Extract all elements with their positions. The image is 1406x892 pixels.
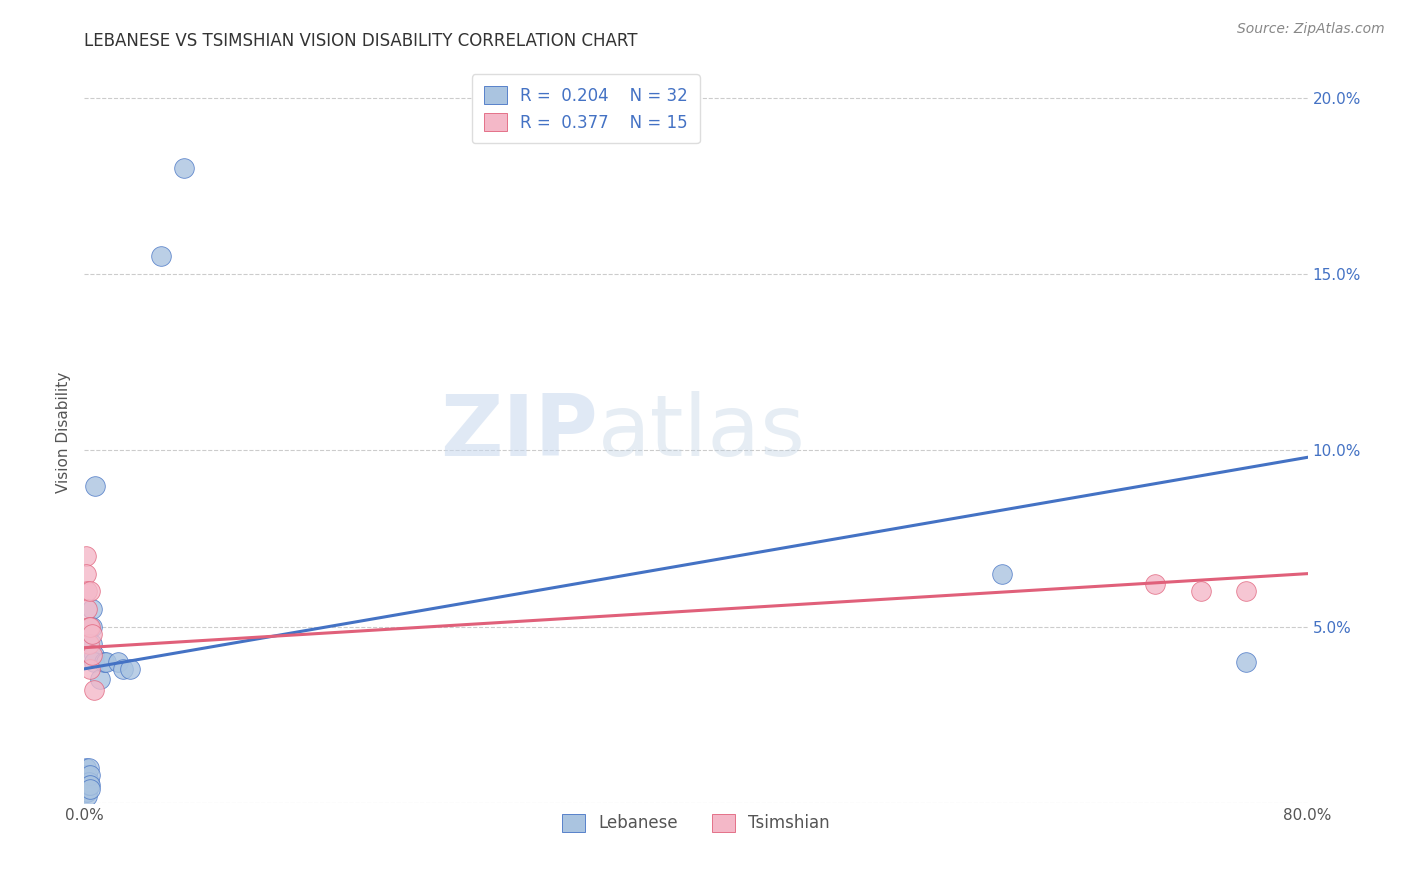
Point bbox=[79, 781, 101, 796]
Point bbox=[173, 161, 195, 176]
Point bbox=[79, 619, 101, 633]
Point bbox=[76, 584, 98, 599]
Point bbox=[76, 774, 98, 789]
Point bbox=[79, 662, 101, 676]
Point bbox=[83, 655, 105, 669]
Point bbox=[76, 789, 98, 803]
Legend: Lebanese, Tsimshian: Lebanese, Tsimshian bbox=[555, 807, 837, 838]
Point bbox=[1189, 584, 1212, 599]
Y-axis label: Vision Disability: Vision Disability bbox=[56, 372, 72, 493]
Text: atlas: atlas bbox=[598, 391, 806, 475]
Point bbox=[84, 478, 107, 492]
Text: LEBANESE VS TSIMSHIAN VISION DISABILITY CORRELATION CHART: LEBANESE VS TSIMSHIAN VISION DISABILITY … bbox=[84, 32, 638, 50]
Point bbox=[991, 566, 1014, 581]
Point bbox=[83, 648, 105, 662]
Point bbox=[83, 683, 105, 698]
Text: ZIP: ZIP bbox=[440, 391, 598, 475]
Point bbox=[77, 760, 100, 774]
Text: Source: ZipAtlas.com: Source: ZipAtlas.com bbox=[1237, 22, 1385, 37]
Point bbox=[76, 602, 98, 616]
Point bbox=[149, 249, 172, 263]
Point bbox=[94, 655, 117, 669]
Point bbox=[111, 662, 134, 676]
Point bbox=[80, 626, 103, 640]
Point bbox=[79, 778, 101, 792]
Point bbox=[75, 549, 97, 563]
Point bbox=[76, 767, 98, 781]
Point bbox=[1236, 655, 1258, 669]
Point bbox=[76, 785, 98, 799]
Point bbox=[76, 781, 98, 796]
Point bbox=[75, 760, 97, 774]
Point bbox=[80, 619, 103, 633]
Point bbox=[107, 655, 129, 669]
Point bbox=[80, 602, 103, 616]
Point bbox=[89, 673, 111, 687]
Point bbox=[79, 767, 101, 781]
Point bbox=[77, 778, 100, 792]
Point bbox=[77, 637, 100, 651]
Point bbox=[80, 637, 103, 651]
Point bbox=[75, 785, 97, 799]
Point bbox=[93, 655, 115, 669]
Point bbox=[75, 566, 97, 581]
Point bbox=[79, 584, 101, 599]
Point bbox=[80, 648, 103, 662]
Point bbox=[120, 662, 142, 676]
Point bbox=[77, 619, 100, 633]
Point bbox=[75, 781, 97, 796]
Point bbox=[75, 778, 97, 792]
Point bbox=[1143, 577, 1166, 591]
Point bbox=[77, 774, 100, 789]
Point bbox=[75, 771, 97, 785]
Point bbox=[1236, 584, 1258, 599]
